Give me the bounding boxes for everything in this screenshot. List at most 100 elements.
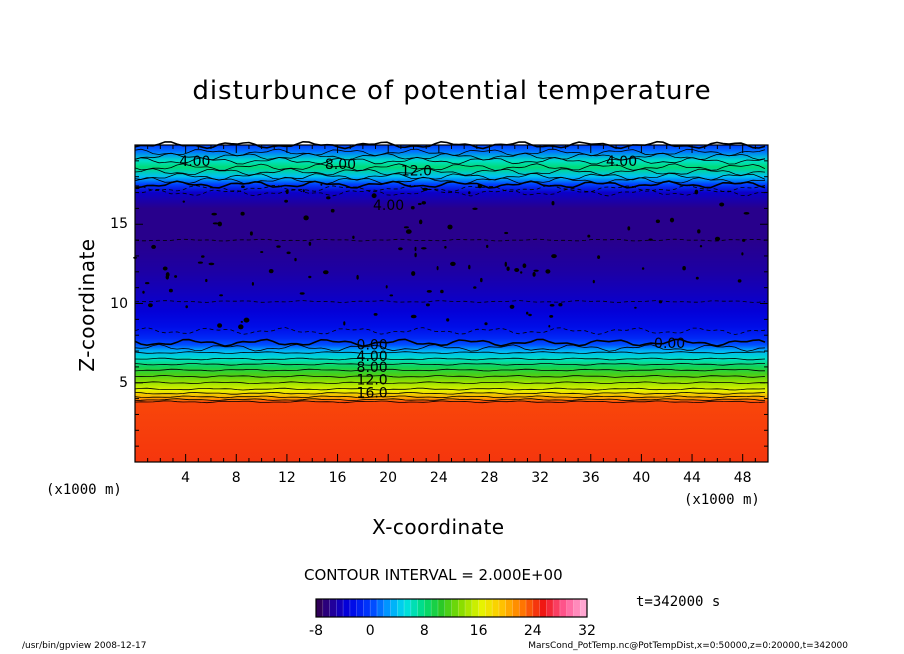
contour-speck	[285, 189, 289, 194]
contour-speck	[528, 313, 532, 317]
contour-speck	[522, 263, 527, 269]
contour-speck	[421, 201, 426, 205]
contour-speck	[477, 183, 483, 189]
footer-right: MarsCond_PotTemp.nc@PotTempDist,x=0:5000…	[528, 641, 848, 651]
x-unit-label-right: (x1000 m)	[684, 492, 760, 508]
contour-line	[134, 140, 766, 150]
colorbar-swatch	[573, 599, 581, 617]
contour-speck	[389, 294, 394, 297]
contour-label: 12.0	[357, 373, 388, 389]
colorbar-swatch	[546, 599, 554, 617]
contour-speck	[241, 185, 245, 188]
colorbar-swatch	[424, 599, 432, 617]
contour-line	[134, 387, 766, 391]
colorbar-swatch	[465, 599, 473, 617]
contour-label: 16.0	[357, 385, 388, 401]
colorbar-swatch	[349, 599, 358, 617]
contour-speck	[558, 303, 563, 307]
contour-speck	[484, 322, 488, 326]
contour-speck	[303, 215, 309, 221]
contour-speck	[695, 276, 699, 280]
contour-speck	[682, 266, 686, 271]
contour-speck	[371, 193, 377, 199]
contour-speck	[742, 238, 746, 242]
contour-speck	[286, 251, 291, 255]
x-tick-label: 48	[733, 470, 752, 486]
x-tick-label: 16	[328, 470, 347, 486]
contour-line	[134, 338, 766, 347]
colorbar-swatch	[431, 599, 439, 617]
time-label: t=342000 s	[636, 594, 721, 610]
contour-speck	[284, 199, 288, 203]
contour-speck	[240, 211, 245, 216]
contour-speck	[352, 235, 355, 239]
contour-speck	[545, 269, 551, 274]
contour-line	[134, 395, 766, 399]
contour-speck	[330, 208, 335, 213]
contour-speck	[714, 236, 721, 241]
colorbar-swatch	[566, 599, 574, 617]
contour-speck	[421, 247, 427, 250]
contour-speck	[587, 234, 591, 238]
colorbar-tick-label: 0	[365, 623, 375, 639]
contour-speck	[533, 269, 539, 272]
contour-line	[134, 176, 765, 185]
colorbar-swatch	[410, 599, 419, 617]
contour-speck	[356, 274, 359, 280]
colorbar-swatch	[370, 599, 378, 617]
contour-speck	[165, 274, 169, 280]
contour-speck	[299, 292, 305, 295]
colorbar-swatch	[526, 599, 534, 617]
colorbar-swatch	[322, 599, 330, 617]
contour-speck	[436, 266, 439, 271]
contour-speck	[410, 206, 415, 210]
contour-label: 0.00	[654, 336, 685, 352]
contour-speck	[243, 317, 250, 323]
colorbar-swatch	[336, 599, 344, 617]
contour-speck	[551, 201, 555, 206]
colorbar-swatch	[485, 599, 493, 617]
temperature-field	[135, 145, 768, 462]
contour-speck	[634, 306, 637, 309]
contour-speck	[743, 212, 750, 215]
contour-speck	[326, 196, 331, 200]
contour-speck	[520, 271, 523, 274]
contour-speck	[669, 217, 675, 223]
contour-speck	[549, 304, 555, 307]
contour-speck	[212, 222, 219, 225]
x-tick-label: 28	[480, 470, 499, 486]
colorbar-swatch	[532, 599, 540, 617]
colorbar-swatch	[553, 599, 561, 617]
contour-speck	[411, 271, 416, 276]
contour-speck	[414, 246, 417, 252]
colorbar-tick-label: 8	[419, 623, 429, 639]
contour-speck	[509, 304, 515, 309]
contour-speck	[426, 290, 432, 293]
chart-title: disturbunce of potential temperature	[192, 76, 712, 106]
contour-speck	[549, 315, 554, 318]
colorbar-swatch	[363, 599, 371, 617]
contour-speck	[592, 279, 595, 284]
contour-speck	[551, 254, 557, 259]
colorbar-swatch	[519, 599, 527, 617]
contour-speck	[320, 183, 323, 186]
contour-speck	[444, 245, 447, 249]
colorbar-tick-label: 16	[469, 623, 488, 639]
contour-speck	[208, 262, 215, 266]
contour-label: 12.0	[401, 163, 432, 179]
contour-line	[134, 351, 766, 354]
contour-line	[134, 400, 766, 404]
colorbar-swatch	[390, 599, 398, 617]
x-unit-label-left: (x1000 m)	[46, 482, 122, 498]
colorbar-swatch	[451, 599, 459, 617]
y-tick-label: 10	[110, 295, 128, 312]
contour-speck	[473, 286, 477, 289]
contour-label: 4.00	[357, 349, 388, 365]
contour-speck	[472, 207, 478, 210]
colorbar-swatch	[437, 599, 446, 617]
x-axis-label: X-coordinate	[372, 515, 505, 539]
contour-line	[134, 375, 766, 378]
contour-speck	[504, 231, 509, 235]
contour-speck	[737, 279, 742, 283]
contour-speck	[268, 269, 274, 274]
